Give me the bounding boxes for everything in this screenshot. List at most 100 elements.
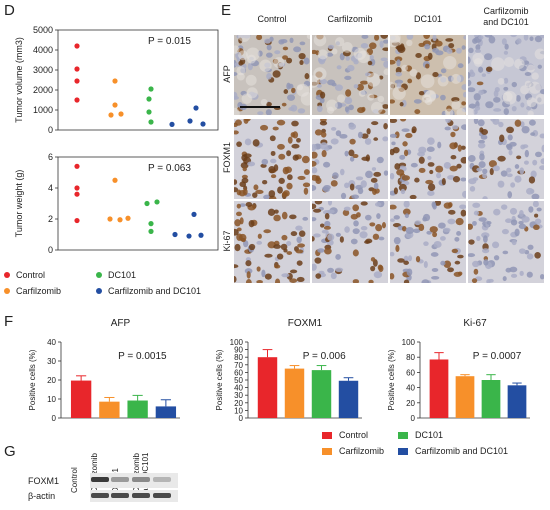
cell-nucleus <box>405 227 414 234</box>
p-value-annotation: P = 0.015 <box>148 36 191 47</box>
cell-nucleus <box>450 155 457 160</box>
chart-title: FOXM1 <box>288 318 323 329</box>
y-tick-label: 100 <box>230 338 244 347</box>
data-point <box>74 185 80 191</box>
data-point <box>169 121 175 127</box>
cell-nucleus <box>261 158 269 165</box>
cell-nucleus <box>493 208 501 216</box>
data-point <box>146 109 152 115</box>
cell-nucleus <box>534 218 542 225</box>
tissue-gap <box>535 93 544 105</box>
cell-nucleus <box>297 243 306 248</box>
cell-nucleus <box>289 278 298 283</box>
y-axis-label: Positive cells (%) <box>387 349 396 410</box>
cell-nucleus <box>432 72 439 78</box>
cell-nucleus <box>505 267 512 273</box>
cell-nucleus <box>243 240 249 248</box>
tissue-gap <box>524 80 532 88</box>
cell-nucleus <box>521 125 530 134</box>
cell-nucleus <box>320 91 326 99</box>
cell-nucleus <box>327 267 334 273</box>
foxm1-band <box>91 477 109 482</box>
cell-nucleus <box>312 151 318 159</box>
cell-nucleus <box>390 133 397 138</box>
bar <box>155 406 177 418</box>
cell-nucleus <box>476 81 484 86</box>
cell-nucleus <box>440 94 446 101</box>
foxm1-band <box>111 477 129 482</box>
cell-nucleus <box>399 154 406 160</box>
cell-nucleus <box>491 241 500 249</box>
blot-image <box>90 473 178 502</box>
tissue-gap <box>520 85 530 95</box>
tissue-gap <box>531 72 539 80</box>
cell-nucleus <box>406 268 413 276</box>
cell-nucleus <box>267 208 276 217</box>
cell-nucleus <box>390 218 395 222</box>
cell-nucleus <box>275 278 281 283</box>
cell-nucleus <box>520 121 525 128</box>
cell-nucleus <box>452 176 461 183</box>
cell-nucleus <box>447 267 454 273</box>
cell-nucleus <box>456 163 462 169</box>
cell-nucleus <box>432 35 437 42</box>
cell-nucleus <box>344 182 350 189</box>
data-point <box>125 215 131 221</box>
cell-nucleus <box>511 239 517 246</box>
cell-nucleus <box>393 236 401 245</box>
chart-title: AFP <box>111 318 131 329</box>
cell-nucleus <box>321 229 329 234</box>
cell-nucleus <box>503 86 509 91</box>
cell-nucleus <box>323 185 331 190</box>
cell-nucleus <box>287 136 293 144</box>
cell-nucleus <box>236 233 243 241</box>
tissue-gap <box>502 91 513 102</box>
cell-nucleus <box>468 223 473 230</box>
cell-nucleus <box>472 220 477 226</box>
cell-nucleus <box>539 89 544 95</box>
cell-nucleus <box>506 167 512 173</box>
tissue-gap <box>234 45 240 54</box>
cell-nucleus <box>372 188 377 196</box>
cell-nucleus <box>372 233 380 240</box>
y-tick-label: 30 <box>47 357 56 366</box>
p-value-annotation: P = 0.006 <box>303 351 346 362</box>
cell-nucleus <box>473 210 479 216</box>
cell-nucleus <box>500 170 508 177</box>
tissue-gap <box>491 57 505 71</box>
cell-nucleus <box>245 260 252 267</box>
legend-label: Control <box>16 270 46 280</box>
y-tick-label: 4000 <box>33 45 53 55</box>
bar <box>311 370 332 418</box>
bar <box>127 400 148 418</box>
panel-label-d: D <box>4 2 15 19</box>
cell-nucleus <box>276 119 286 126</box>
cell-nucleus <box>405 133 413 139</box>
data-point <box>74 191 80 197</box>
cell-nucleus <box>526 271 533 278</box>
cell-nucleus <box>460 177 466 182</box>
legend-item: Carfilzomib <box>322 446 384 456</box>
cell-nucleus <box>427 137 435 145</box>
cell-nucleus <box>414 220 422 226</box>
y-tick-label: 40 <box>47 338 56 347</box>
cell-nucleus <box>473 268 479 275</box>
cell-nucleus <box>390 148 395 156</box>
cell-nucleus <box>368 279 374 283</box>
cell-nucleus <box>457 63 464 69</box>
cell-nucleus <box>435 165 444 173</box>
cell-nucleus <box>415 255 421 263</box>
cell-nucleus <box>532 159 538 166</box>
cell-nucleus <box>379 40 384 48</box>
cell-nucleus <box>383 122 388 130</box>
blot-row-label: FOXM1 <box>28 476 60 486</box>
cell-nucleus <box>396 169 405 176</box>
y-tick-label: 50 <box>234 376 243 385</box>
ihc-image-tile <box>390 201 466 283</box>
cell-nucleus <box>521 216 530 223</box>
cell-nucleus <box>245 202 253 208</box>
cell-nucleus <box>526 187 534 195</box>
cell-nucleus <box>290 132 296 138</box>
y-tick-label: 0 <box>239 414 244 423</box>
cell-nucleus <box>444 126 451 131</box>
